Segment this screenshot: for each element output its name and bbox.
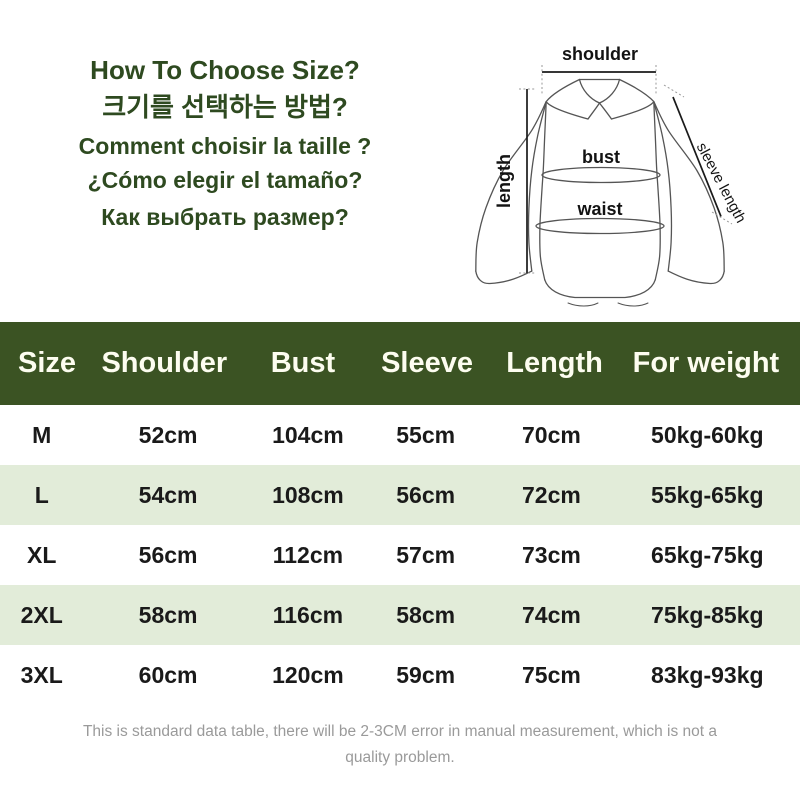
- svg-text:length: length: [494, 154, 514, 208]
- svg-text:bust: bust: [582, 147, 620, 167]
- svg-text:waist: waist: [576, 199, 622, 219]
- svg-text:sleeve length: sleeve length: [693, 140, 750, 226]
- svg-text:shoulder: shoulder: [562, 44, 638, 64]
